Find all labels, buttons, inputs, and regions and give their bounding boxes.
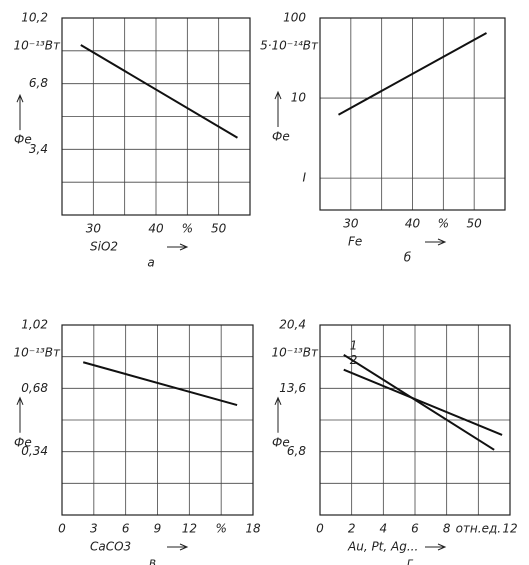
y-tick-label: 10,2 [21, 11, 48, 25]
x-tick-label: 18 [245, 522, 261, 536]
x-tick-label: 9 [154, 522, 162, 536]
plot-frame [61, 17, 251, 216]
panel-letter: г [407, 556, 414, 565]
x-tick-label: 12 [502, 522, 517, 536]
y-axis-label: Фе [14, 133, 32, 147]
plot-frame [319, 324, 511, 516]
x-arrow [167, 243, 189, 251]
y-arrow [274, 396, 282, 433]
x-tick-label: отн.ед. [456, 522, 502, 536]
x-axis-label: Au, Pt, Ag... [347, 540, 418, 554]
y-tick-label: 0,34 [21, 444, 48, 458]
x-tick-label: 30 [343, 217, 359, 231]
x-axis-label: CaCO3 [90, 540, 131, 554]
x-tick-label: 6 [122, 522, 130, 536]
x-tick-label: 0 [58, 522, 66, 536]
y-tick-label: 100 [283, 11, 306, 25]
plot-frame [61, 324, 254, 516]
data-line [343, 368, 503, 436]
panel-letter: б [404, 251, 412, 265]
y-arrow [16, 93, 24, 131]
y-axis-label: Фе [272, 435, 290, 449]
x-arrow [425, 238, 447, 246]
y-tick-label: I [302, 171, 306, 185]
x-axis-label: SiO2 [90, 240, 118, 254]
y-tick-label: 13,6 [279, 381, 306, 395]
x-tick-label: % [215, 522, 226, 536]
unit-label: 10⁻¹³Вт [14, 39, 61, 53]
y-tick-label: 3,4 [29, 142, 48, 156]
y-tick-label: 6,8 [287, 444, 306, 458]
x-tick-label: 0 [316, 522, 324, 536]
x-tick-label: 50 [211, 222, 227, 236]
x-arrow [167, 543, 189, 551]
series-label: 2 [350, 353, 358, 367]
x-tick-label: % [182, 222, 193, 236]
x-tick-label: 40 [148, 222, 164, 236]
x-tick-label: 3 [90, 522, 98, 536]
x-tick-label: 6 [411, 522, 419, 536]
x-tick-label: 40 [405, 217, 421, 231]
x-tick-label: 30 [86, 222, 102, 236]
panel-letter: в [149, 556, 156, 565]
y-tick-label: 6,8 [29, 76, 48, 90]
x-tick-label: 2 [348, 522, 356, 536]
data-line [80, 44, 238, 139]
data-line [343, 353, 495, 451]
series-label: 1 [350, 338, 358, 352]
x-tick-label: % [438, 217, 449, 231]
unit-label: 5·10⁻¹⁴Вт [260, 39, 319, 53]
y-arrow [16, 396, 24, 433]
x-tick-label: 4 [380, 522, 388, 536]
unit-label: 10⁻¹³Вт [14, 346, 61, 360]
y-axis-label: Фе [272, 130, 290, 144]
y-tick-label: 0,68 [21, 381, 48, 395]
y-axis-label: Фе [14, 435, 32, 449]
x-tick-label: 50 [467, 217, 483, 231]
x-tick-label: 8 [443, 522, 451, 536]
plot-frame [319, 17, 506, 211]
x-arrow [425, 543, 447, 551]
y-tick-label: 1,02 [21, 318, 48, 332]
y-tick-label: 20,4 [279, 318, 306, 332]
panel-letter: а [147, 256, 154, 270]
data-line [338, 32, 487, 116]
y-arrow [274, 90, 282, 128]
data-line [82, 361, 238, 407]
y-tick-label: 10 [291, 91, 307, 105]
x-tick-label: 12 [182, 522, 197, 536]
unit-label: 10⁻¹³Вт [272, 346, 319, 360]
x-axis-label: Fe [348, 235, 362, 249]
